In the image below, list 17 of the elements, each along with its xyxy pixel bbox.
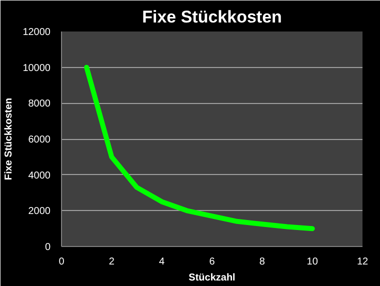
y-axis-title: Fixe Stückkosten — [4, 98, 15, 180]
x-tick-label: 10 — [306, 256, 318, 268]
y-tick-label: 8000 — [28, 98, 51, 110]
chart-title: Fixe Stückkosten — [142, 8, 282, 26]
x-tick-label: 0 — [58, 256, 65, 268]
x-tick-label: 6 — [209, 256, 216, 268]
x-tick-label: 8 — [259, 256, 266, 268]
y-tick-label: 2000 — [28, 206, 51, 218]
y-tick-label: 4000 — [28, 170, 51, 182]
x-tick-label: 12 — [356, 256, 368, 268]
x-axis-title: Stückzahl — [188, 272, 236, 284]
x-tick-label: 4 — [159, 256, 166, 268]
y-tick-label: 0 — [44, 242, 51, 253]
y-tick-label: 10000 — [22, 62, 51, 74]
y-tick-label: 12000 — [22, 27, 51, 38]
y-tick-label: 6000 — [28, 134, 51, 146]
x-tick-label: 2 — [108, 256, 115, 268]
